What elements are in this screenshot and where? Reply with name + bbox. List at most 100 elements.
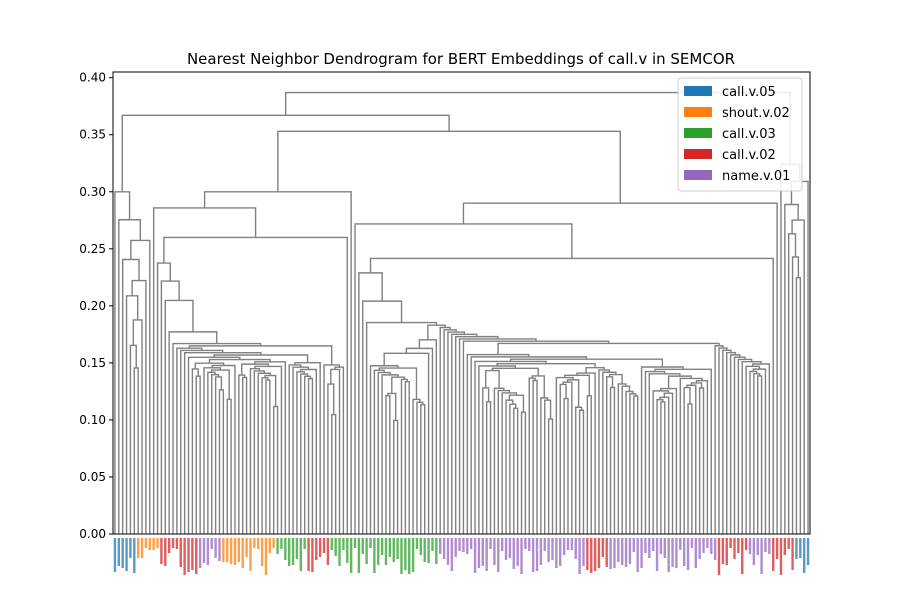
leaf-label: [268, 538, 272, 553]
leaf-label: [590, 538, 593, 573]
dendrogram-link: [547, 418, 554, 534]
leaf-label: [698, 538, 701, 559]
leaf-label: [644, 538, 647, 553]
dendrogram-link: [242, 376, 248, 534]
dendrogram-link: [663, 392, 674, 534]
leaf-label: [148, 538, 151, 550]
leaf-label: [454, 538, 457, 557]
dendrogram-link: [218, 389, 225, 534]
leaf-label: [330, 538, 333, 550]
dendrogram-link: [443, 329, 457, 534]
leaf-label: [799, 538, 802, 558]
leaf-label: [245, 538, 248, 557]
leaf-label: [741, 538, 744, 574]
leaf-label: [202, 538, 206, 563]
dendrogram-link: [654, 368, 712, 534]
leaf-label: [404, 538, 407, 570]
dendrogram-link: [497, 342, 720, 355]
dendrogram-link: [180, 349, 224, 534]
dendrogram-link: [531, 375, 545, 398]
leaf-label: [291, 538, 295, 565]
leaf-label: [222, 538, 225, 562]
dendrogram-link: [385, 394, 391, 534]
leaf-label: [756, 538, 759, 555]
leaf-label: [806, 538, 810, 565]
leaf-label: [497, 538, 500, 572]
dendrogram-link: [121, 114, 450, 192]
leaf-label: [284, 538, 287, 560]
plot-frame: [112, 71, 811, 535]
dendrogram-link: [690, 382, 703, 388]
leaf-label: [380, 538, 384, 555]
dendrogram-link: [387, 392, 397, 421]
leaf-label: [748, 538, 752, 554]
dendrogram-link: [195, 375, 201, 534]
dendrogram-links: [114, 91, 809, 534]
leaf-label: [210, 538, 213, 549]
dendrogram-link: [331, 413, 337, 534]
leaf-label: [233, 538, 237, 565]
dendrogram-link: [576, 372, 596, 534]
leaf-label: [140, 538, 144, 558]
leaf-label: [439, 538, 442, 554]
leaf-label: [346, 538, 349, 563]
dendrogram-link: [606, 376, 614, 534]
dendrogram-link: [660, 387, 678, 534]
dendrogram-link: [416, 401, 424, 534]
dendrogram-link: [194, 362, 225, 369]
dendrogram-link: [586, 395, 592, 534]
dendrogram-link: [659, 396, 670, 534]
leaf-label: [272, 538, 275, 548]
dendrogram-link: [254, 365, 283, 534]
dendrogram-link: [163, 236, 348, 534]
leaf-label: [671, 538, 674, 567]
leaf-label: [136, 538, 140, 558]
legend-label: call.v.03: [722, 127, 776, 142]
leaf-label: [113, 538, 117, 572]
leaf-label: [559, 538, 562, 566]
leaf-label: [218, 538, 221, 561]
dendrogram-link: [373, 369, 385, 534]
leaf-label: [562, 538, 566, 555]
dendrogram-link: [752, 368, 767, 534]
leaf-label: [566, 538, 570, 550]
leaf-label: [287, 538, 291, 566]
leaf-label: [175, 538, 179, 549]
leaf-label: [315, 538, 318, 560]
leaf-label: [384, 538, 388, 565]
dendrogram-link: [214, 376, 223, 534]
dendrogram-link: [564, 374, 590, 396]
leaf-label: [551, 538, 554, 560]
leaf-label: [586, 538, 589, 570]
dendrogram-link: [211, 373, 220, 534]
leaf-label: [458, 538, 461, 551]
legend-swatch: [684, 128, 712, 138]
leaf-label: [609, 538, 612, 569]
leaf-label: [787, 538, 790, 549]
dendrogram-link: [648, 373, 681, 534]
y-tick-label: 0.25: [79, 242, 106, 256]
y-tick-label: 0.20: [79, 299, 106, 313]
y-tick-label: 0.35: [79, 128, 106, 142]
dendrogram-link: [520, 411, 527, 534]
leaf-label: [791, 538, 794, 570]
dendrogram-link: [447, 331, 465, 534]
dendrogram-link: [679, 377, 703, 534]
dendrogram-link: [478, 365, 517, 534]
leaf-label: [369, 538, 372, 548]
leaf-label: [535, 538, 539, 571]
leaf-label: [469, 538, 473, 549]
dendrogram-link: [454, 335, 499, 534]
leaf-label: [539, 538, 543, 565]
leaf-label: [570, 538, 574, 550]
leaf-label: [121, 538, 124, 568]
dendrogram-link: [369, 365, 399, 534]
leaf-label: [543, 538, 546, 551]
leaf-label: [574, 538, 577, 559]
leaf-label: [752, 538, 756, 565]
leaf-label: [512, 538, 515, 569]
leaf-label: [582, 538, 585, 566]
leaf-label: [264, 538, 268, 575]
leaf-label: [260, 538, 264, 566]
leaf-label: [578, 538, 581, 574]
